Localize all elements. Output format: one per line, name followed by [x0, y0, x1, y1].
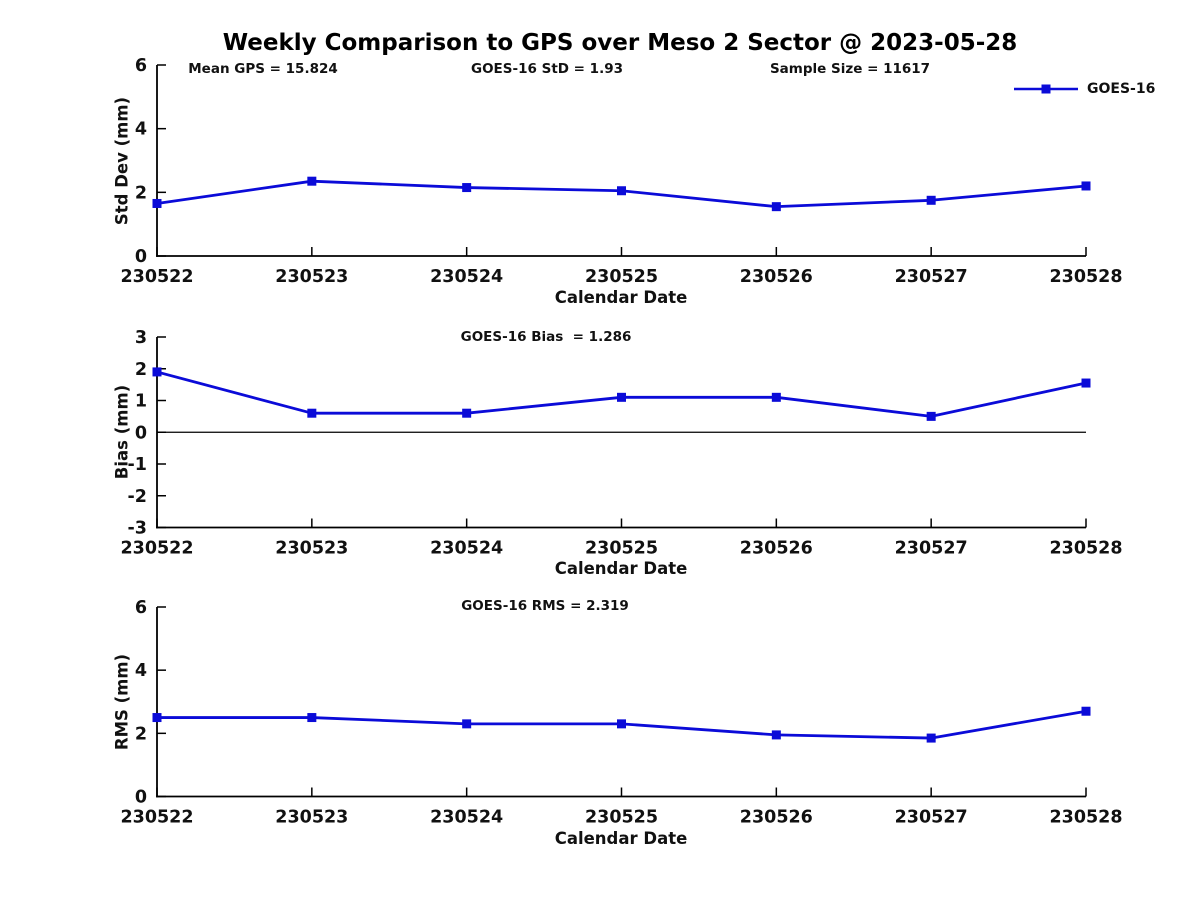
x-axis-label-stddev: Calendar Date — [554, 288, 688, 307]
stat-goes16-bias: GOES-16 Bias = 1.286 — [460, 329, 632, 345]
x-tick-label: 230523 — [275, 267, 348, 287]
x-tick-label: 230524 — [430, 808, 503, 828]
y-tick-label: 3 — [135, 328, 147, 348]
series-marker-GOES-16 — [1081, 378, 1091, 388]
series-marker-GOES-16 — [926, 733, 936, 743]
x-tick-label: 230522 — [120, 539, 193, 559]
y-tick-label: -2 — [128, 487, 147, 507]
y-axis-label-stddev: Std Dev (mm) — [112, 96, 132, 226]
y-axis-label-bias: Bias (mm) — [112, 384, 132, 480]
series-marker-GOES-16 — [926, 195, 936, 205]
y-tick-label: 6 — [135, 598, 147, 618]
y-tick-label: 2 — [135, 724, 147, 744]
x-tick-label: 230524 — [430, 539, 503, 559]
x-tick-label: 230528 — [1049, 808, 1122, 828]
y-tick-label: 2 — [135, 360, 147, 380]
x-tick-label: 230525 — [585, 267, 658, 287]
series-marker-GOES-16 — [1081, 181, 1091, 191]
subplot-rms: 0 2 4 6 230522 230523 230524 230525 230526 230527… — [120, 598, 1122, 828]
y-tick-label: 0 — [135, 247, 147, 267]
series-marker-GOES-16 — [617, 392, 626, 402]
y-tick-label: 6 — [135, 56, 147, 76]
x-tick-label: 230525 — [585, 539, 658, 559]
x-tick-label: 230526 — [740, 808, 813, 828]
x-tick-label: 230528 — [1049, 539, 1122, 559]
stat-mean-gps: Mean GPS = 15.824 — [188, 61, 338, 77]
legend: GOES-16 — [1012, 81, 1155, 97]
series-marker-GOES-16 — [307, 408, 317, 418]
x-tick-label: 230523 — [275, 808, 348, 828]
x-tick-label: 230522 — [120, 267, 193, 287]
subplot-bias: -3 -2 -1 0 1 2 3 230522 230523 230524 230525 230526… — [120, 328, 1122, 559]
series-marker-GOES-16 — [617, 719, 626, 729]
series-marker-GOES-16 — [771, 392, 781, 402]
y-tick-label: 0 — [135, 423, 147, 443]
y-tick-label: 2 — [135, 183, 147, 203]
y-tick-label: 1 — [135, 392, 147, 412]
x-tick-label: 230528 — [1049, 267, 1122, 287]
series-marker-GOES-16 — [617, 186, 626, 196]
x-tick-label: 230524 — [430, 267, 503, 287]
y-tick-label: 4 — [135, 661, 147, 681]
stat-goes16-rms: GOES-16 RMS = 2.319 — [461, 598, 629, 614]
x-tick-label: 230527 — [895, 808, 968, 828]
x-tick-label: 230523 — [275, 539, 348, 559]
x-tick-label: 230527 — [895, 539, 968, 559]
series-marker-GOES-16 — [771, 202, 781, 212]
stat-goes16-std: GOES-16 StD = 1.93 — [471, 61, 623, 77]
series-marker-GOES-16 — [462, 183, 472, 193]
x-tick-label: 230525 — [585, 808, 658, 828]
series-marker-GOES-16 — [307, 713, 317, 723]
x-axis-label-bias: Calendar Date — [554, 559, 688, 578]
series-marker-GOES-16 — [307, 176, 317, 186]
stat-sample-size: Sample Size = 11617 — [769, 61, 931, 77]
series-marker-GOES-16 — [462, 408, 472, 418]
series-marker-GOES-16 — [152, 367, 162, 377]
x-tick-label: 230526 — [740, 267, 813, 287]
series-marker-GOES-16 — [152, 198, 162, 208]
y-tick-label: 0 — [135, 788, 147, 808]
series-marker-GOES-16 — [771, 730, 781, 740]
series-marker-GOES-16 — [462, 719, 472, 729]
y-tick-label: -1 — [128, 455, 147, 475]
legend-line-marker-icon — [1014, 84, 1078, 94]
y-axis-label-rms: RMS (mm) — [112, 653, 132, 751]
x-tick-label: 230522 — [120, 808, 193, 828]
subplot-std-dev: 0 2 4 6 230522 230523 230524 230525 230526 230527… — [120, 56, 1122, 287]
chart-title: Weekly Comparison to GPS over Meso 2 Sec… — [222, 30, 1018, 56]
x-tick-label: 230527 — [895, 267, 968, 287]
series-marker-GOES-16 — [1081, 706, 1091, 716]
y-tick-label: -3 — [128, 519, 147, 539]
series-marker-GOES-16 — [926, 411, 936, 421]
x-tick-label: 230526 — [740, 539, 813, 559]
y-tick-label: 4 — [135, 120, 147, 140]
series-marker-GOES-16 — [152, 713, 162, 723]
x-axis-label-rms: Calendar Date — [554, 829, 688, 848]
legend-label: GOES-16 — [1087, 81, 1156, 97]
